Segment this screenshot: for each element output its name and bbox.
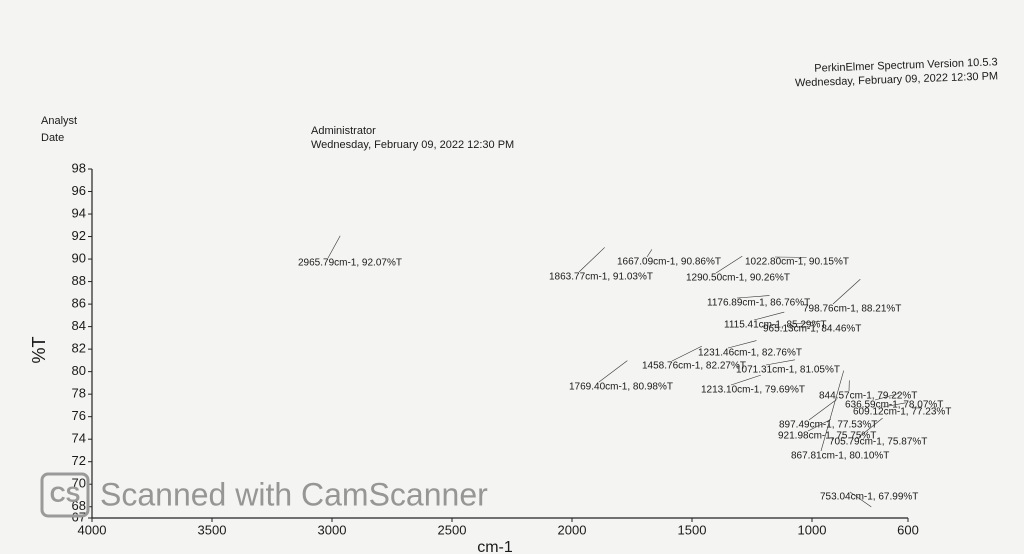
date: Wednesday, February 09, 2022 12:30 PM bbox=[311, 139, 514, 151]
peak-label: 1115.41cm-1, 85.29%T bbox=[724, 320, 826, 331]
peak-leader bbox=[849, 491, 872, 508]
peak-leader bbox=[736, 295, 770, 299]
analyst: Administrator bbox=[311, 125, 376, 137]
date-label: Date bbox=[41, 132, 64, 144]
peak-label: 798.76cm-1, 88.21%T bbox=[803, 304, 901, 315]
peak-leader bbox=[765, 359, 795, 366]
peak-leader bbox=[578, 247, 605, 273]
y-tick-label: 94 bbox=[72, 205, 86, 220]
peak-label: 1213.10cm-1, 79.69%T bbox=[701, 385, 805, 396]
peak-label: 1769.40cm-1, 80.98%T bbox=[569, 382, 673, 393]
x-tick-label: 1000 bbox=[798, 522, 827, 537]
peak-leader bbox=[858, 417, 883, 438]
peak-leader bbox=[808, 399, 837, 421]
peak-leader bbox=[671, 345, 703, 362]
peak-leader bbox=[646, 249, 653, 258]
y-tick-label: 90 bbox=[72, 251, 86, 266]
y-tick-label: 92 bbox=[72, 228, 86, 243]
peak-leader bbox=[820, 370, 845, 452]
analyst-label: Analyst bbox=[41, 115, 77, 127]
y-axis-label: %T bbox=[29, 336, 49, 363]
x-tick-label: 3000 bbox=[318, 522, 347, 537]
y-tick-label: 72 bbox=[72, 453, 86, 468]
peak-leader bbox=[882, 402, 906, 408]
y-tick-label: 88 bbox=[72, 273, 86, 288]
peak-leader bbox=[832, 278, 861, 305]
watermark: Scanned with CamScanner bbox=[100, 476, 488, 512]
peak-leader bbox=[730, 374, 761, 386]
y-tick-label: 70 bbox=[72, 476, 86, 491]
peak-label: 1071.31cm-1, 81.05%T bbox=[736, 365, 840, 376]
peak-label: 1863.77cm-1, 91.03%T bbox=[549, 272, 653, 283]
peak-label: 1458.76cm-1, 82.27%T bbox=[642, 361, 746, 372]
peak-label: 2965.79cm-1, 92.07%T bbox=[298, 258, 402, 269]
y-tick-label: 96 bbox=[72, 183, 86, 198]
watermark-logo bbox=[40, 472, 90, 518]
peak-label: 867.81cm-1, 80.10%T bbox=[791, 451, 889, 462]
peak-leader bbox=[753, 311, 785, 321]
peak-label: 705.79cm-1, 75.87%T bbox=[829, 437, 927, 448]
x-tick-label: 4000 bbox=[78, 522, 107, 537]
peak-label: 1022.80cm-1, 90.15%T bbox=[745, 257, 849, 268]
x-tick-label: 600 bbox=[897, 522, 919, 537]
y-tick-label: 74 bbox=[72, 431, 86, 446]
peak-label: 965.13cm-1, 84.46%T bbox=[763, 324, 861, 335]
peak-leader bbox=[807, 419, 831, 432]
peak-label: 1290.50cm-1, 90.26%T bbox=[686, 273, 790, 284]
peak-label: 1667.09cm-1, 90.86%T bbox=[617, 257, 721, 268]
x-tick-label: 1500 bbox=[678, 522, 707, 537]
y-tick-label: 86 bbox=[72, 296, 86, 311]
peak-leader bbox=[727, 340, 757, 349]
peak-label: 1176.89cm-1, 86.76%T bbox=[707, 298, 810, 309]
y-tick-label: 78 bbox=[72, 386, 86, 401]
y-tick-label: 76 bbox=[72, 408, 86, 423]
y-tick-label: 84 bbox=[72, 318, 86, 333]
y-tick-label: 68 bbox=[72, 498, 86, 513]
y-tick-label: 80 bbox=[72, 363, 86, 378]
y-tick-label: 98 bbox=[72, 160, 86, 175]
peak-leader bbox=[792, 321, 821, 325]
y-tick-label: 82 bbox=[72, 341, 86, 356]
x-tick-label: 2500 bbox=[438, 522, 467, 537]
peak-leader bbox=[874, 393, 900, 401]
peak-leader bbox=[327, 235, 341, 259]
x-tick-label: 3500 bbox=[198, 522, 227, 537]
x-tick-label: 2000 bbox=[558, 522, 587, 537]
x-axis-label: cm-1 bbox=[477, 539, 513, 554]
peak-leader bbox=[715, 255, 743, 274]
peak-label: 1231.46cm-1, 82.76%T bbox=[698, 348, 802, 359]
peak-label: 844.57cm-1, 79.22%T bbox=[819, 391, 917, 402]
peak-leader bbox=[598, 360, 628, 383]
peak-label: 921.98cm-1, 75.75%T bbox=[778, 431, 876, 442]
peak-label: 753.04cm-1, 67.99%T bbox=[820, 492, 918, 503]
watermark-logo-text: CS bbox=[50, 482, 81, 507]
peak-label: 609.12cm-1, 77.23%T bbox=[853, 407, 951, 418]
